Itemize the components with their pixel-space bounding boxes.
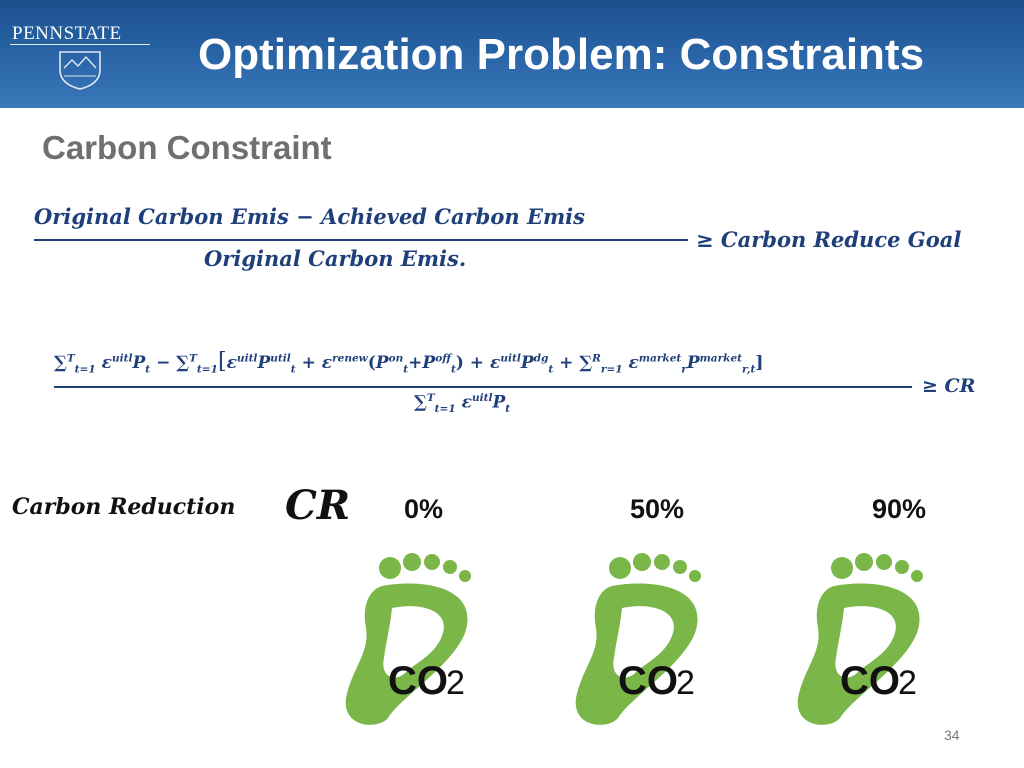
eq2-denominator: ∑Tt=1 εuitlPt — [414, 392, 511, 416]
eq2-rhs: ≥ CR — [922, 375, 976, 397]
cr-symbol: CR — [285, 482, 351, 529]
eq1-numerator: Original Carbon Emis − Achieved Carbon E… — [34, 204, 585, 229]
svg-text:2: 2 — [676, 664, 695, 702]
logo-wordmark: PENNSTATE — [12, 23, 122, 44]
slide-title: Optimization Problem: Constraints — [198, 30, 925, 79]
svg-text:2: 2 — [898, 664, 917, 702]
co2-footprint-90: CO 2 — [782, 548, 972, 730]
shield-icon — [59, 51, 101, 90]
co2-footprint-icon: CO 2 — [575, 553, 701, 725]
logo-rule — [10, 44, 150, 45]
eq1-rhs: ≥ Carbon Reduce Goal — [696, 227, 962, 252]
reduction-level-50: 50% — [630, 494, 685, 524]
co2-footprint-50: CO 2 — [560, 548, 750, 730]
co2-footprint-icon: CO 2 — [345, 553, 471, 725]
carbon-reduction-label: Carbon Reduction — [12, 494, 236, 520]
page-number: 34 — [944, 727, 960, 743]
section-heading: Carbon Constraint — [42, 129, 332, 166]
svg-text:CO: CO — [618, 659, 678, 703]
penn-state-logo: PENNSTATE — [10, 18, 155, 93]
reduction-level-90: 90% — [872, 494, 927, 524]
co2-footprint-0: CO 2 — [330, 548, 520, 730]
reduction-level-0: 0% — [404, 494, 444, 524]
eq2-fraction-bar — [54, 386, 912, 388]
svg-text:CO: CO — [840, 659, 900, 703]
eq1-fraction-bar — [34, 239, 688, 241]
svg-text:CO: CO — [388, 659, 448, 703]
co2-footprint-icon: CO 2 — [797, 553, 923, 725]
svg-text:2: 2 — [446, 664, 465, 702]
header-band: PENNSTATE Optimization Problem: Constrai… — [0, 0, 1024, 108]
eq1-denominator: Original Carbon Emis. — [204, 246, 467, 271]
eq2-numerator: ∑Tt=1 εuitlPt − ∑Tt=1[εuitlPutilt + εren… — [54, 348, 764, 376]
